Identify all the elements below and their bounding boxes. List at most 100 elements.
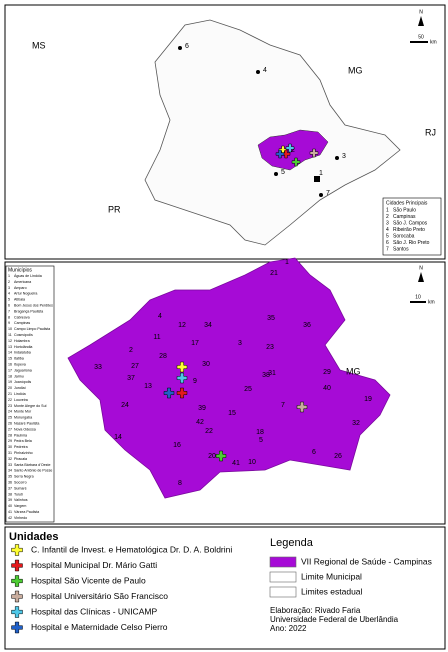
municipality-number: 29 (8, 439, 12, 443)
municipality-number: 4 (8, 292, 10, 296)
hospital-cross (291, 157, 301, 167)
municipality-label: 33 (94, 364, 102, 371)
municipality-label: 41 (232, 460, 240, 467)
regional-area (67, 257, 391, 499)
municipality-number: 8 (8, 315, 10, 319)
city-name: São Paulo (393, 207, 416, 213)
municipality-number: 27 (8, 427, 12, 431)
municipality-name: Americana (14, 280, 31, 284)
city-marker (256, 70, 260, 74)
municipality-name: Vargem (14, 504, 26, 508)
municipality-name: Sumaré (14, 486, 27, 490)
unit-name: Hospital Universitário São Francisco (31, 591, 168, 601)
credit-line: Ano: 2022 (270, 624, 307, 633)
municipality-label: 16 (173, 442, 181, 449)
municipality-number: 12 (8, 339, 12, 343)
city-marker (335, 156, 339, 160)
municipality-name: Hortolândia (14, 345, 32, 349)
municipality-number: 38 (8, 492, 12, 496)
city-marker (319, 193, 323, 197)
municipality-label: 2 (129, 347, 133, 354)
hospital-cross (176, 387, 188, 399)
state-outline (144, 19, 401, 246)
city-name: São J. Rio Preto (393, 240, 430, 246)
municipality-label: 28 (159, 353, 167, 360)
municipality-number: 18 (8, 374, 12, 378)
municipality-name: Águas de Lindóia (14, 274, 42, 278)
hospital-cross (309, 148, 319, 158)
municipality-name: Santo Antônio de Posse (14, 469, 52, 473)
legend-title: Legenda (270, 537, 314, 549)
municipality-label: 31 (268, 370, 276, 377)
municipality-name: Pedra Bela (14, 439, 32, 443)
municipality-name: Várzea Paulista (14, 510, 39, 514)
municipality-name: Piracaia (14, 457, 27, 461)
city-name: Ribeirão Preto (393, 227, 425, 233)
hospital-cross (11, 590, 23, 603)
municipality-number: 35 (8, 475, 12, 479)
municipality-name: Joanópolis (14, 380, 31, 384)
municipality-number: 17 (8, 368, 12, 372)
state-label: MG (346, 366, 361, 376)
municipality-number: 2 (8, 280, 10, 284)
municipality-label: 6 (312, 449, 316, 456)
unit-name: Hospital São Vicente de Paulo (31, 575, 146, 585)
municipality-name: Cosmópolis (14, 333, 33, 337)
hospital-cross (11, 575, 23, 587)
municipality-number: 24 (8, 410, 12, 414)
legend-swatch (269, 571, 297, 583)
municipality-name: Tuiuti (14, 492, 23, 496)
city-marker (314, 176, 320, 182)
municipality-name: Indaiatuba (14, 351, 31, 355)
city-number: 2 (386, 214, 389, 220)
municipality-label: 24 (121, 402, 129, 409)
municipality-label: 32 (352, 420, 360, 427)
scale-unit: km (428, 299, 435, 305)
municipality-label: 40 (323, 385, 331, 392)
municipality-name: Holambra (14, 339, 30, 343)
unit-name: Hospital das Clínicas - UNICAMP (31, 606, 157, 616)
municipality-name: Monte Alegre do Sul (14, 404, 47, 408)
city-label: 1 (319, 170, 323, 177)
cities-box (382, 197, 442, 256)
municipality-label: 7 (281, 402, 285, 409)
municipality-label: 12 (178, 322, 186, 329)
municipality-label: 8 (178, 480, 182, 487)
regional-area (257, 129, 329, 171)
city-label: 4 (263, 67, 267, 74)
municipality-name: Bom Jesus dos Perdões (14, 303, 53, 307)
municipality-label: 21 (270, 270, 278, 277)
municipality-label: 3 (238, 340, 242, 347)
municipality-number: 31 (8, 451, 12, 455)
legend-swatch (269, 556, 297, 568)
city-number: 7 (386, 246, 389, 252)
municipality-name: Pinhalzinho (14, 451, 33, 455)
municipality-labels: 1234567891011121314151617181920212223242… (94, 259, 372, 487)
municipality-name: Amparo (14, 286, 27, 290)
municipality-name: Pedreira (14, 445, 28, 449)
municipality-label: 39 (198, 405, 206, 412)
unit-name: Hospital e Maternidade Celso Pierro (31, 622, 168, 632)
municipality-number: 22 (8, 398, 12, 402)
scale-value: 10 (415, 294, 421, 300)
municipality-name: Jundiaí (14, 386, 26, 390)
city-label: 2 (291, 147, 295, 154)
municipality-name: Jarinu (14, 374, 24, 378)
municipality-label: 26 (334, 453, 342, 460)
units-legend: C. Infantil de Invest. e Hematológica Dr… (11, 544, 232, 634)
municipality-number: 7 (8, 309, 10, 313)
hospital-cross (11, 544, 23, 556)
municipality-label: 18 (256, 429, 264, 436)
city-label: 7 (326, 190, 330, 197)
cities-list: 1 São Paulo 2 Campinas 3 São J. Campos 4 Ribeir… (386, 207, 430, 252)
municipality-label: 10 (248, 459, 256, 466)
scale-bar (410, 301, 426, 303)
municipality-name: Monte Mor (14, 410, 32, 414)
legend-panel (4, 526, 446, 650)
north-arrow (418, 16, 424, 26)
municipality-number: 36 (8, 480, 12, 484)
municipality-label: 30 (202, 361, 210, 368)
north-arrow (418, 272, 424, 282)
